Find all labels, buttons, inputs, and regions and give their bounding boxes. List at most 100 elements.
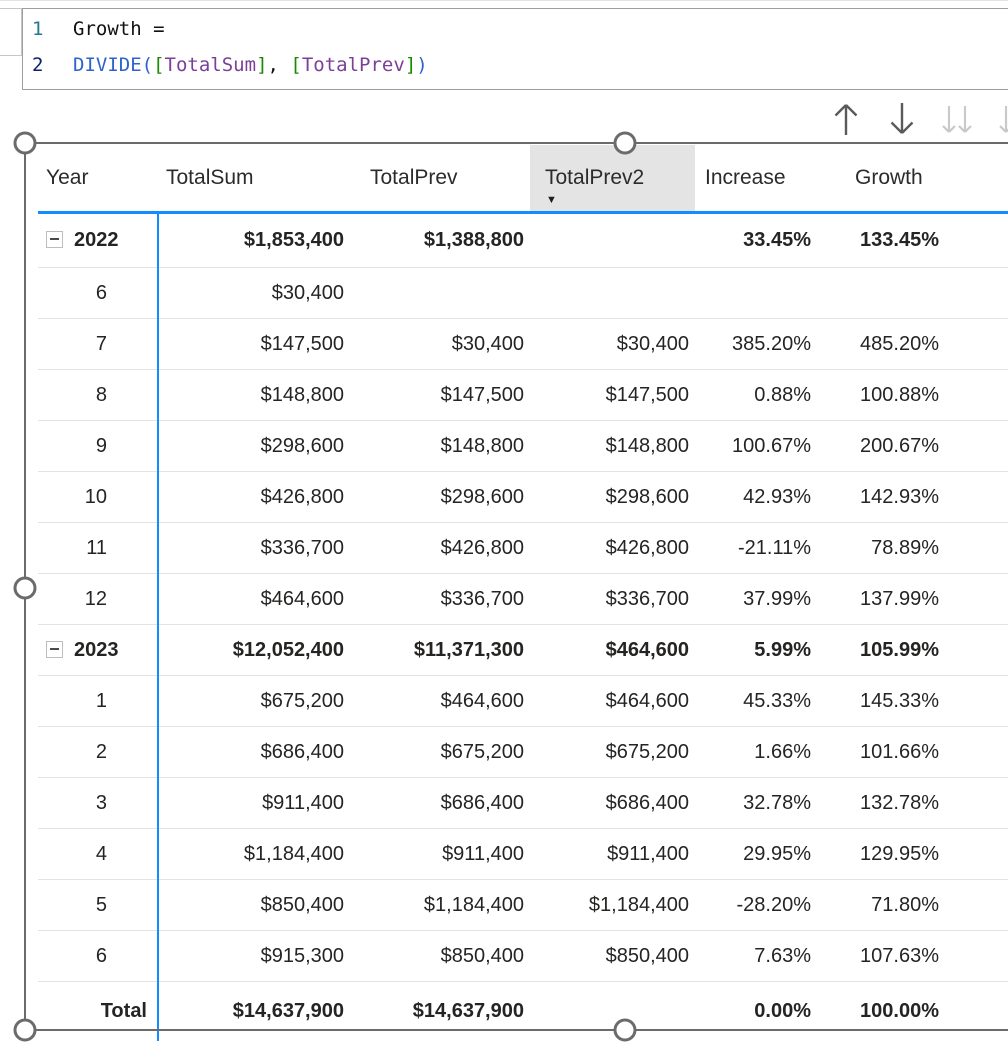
value-cell[interactable]: $148,800 — [530, 420, 695, 472]
value-cell[interactable]: $675,200 — [350, 726, 530, 778]
year-cell[interactable]: 2 — [38, 726, 159, 778]
value-cell[interactable]: 37.99% — [695, 573, 817, 625]
value-cell[interactable]: 101.66% — [817, 726, 945, 778]
year-cell[interactable]: 3 — [38, 777, 159, 829]
value-cell[interactable]: $14,637,900 — [350, 981, 530, 1041]
value-cell[interactable]: $147,500 — [530, 369, 695, 421]
table-row[interactable]: 5 $850,400 $1,184,400 $1,184,400 -28.20% 71.8… — [38, 879, 1008, 931]
collapse-icon[interactable] — [46, 231, 63, 248]
value-cell[interactable]: -21.11% — [695, 522, 817, 574]
value-cell[interactable]: $464,600 — [350, 675, 530, 727]
value-cell[interactable] — [530, 213, 695, 268]
value-cell[interactable]: $1,184,400 — [350, 879, 530, 931]
table-row[interactable]: 6 $30,400 — [38, 267, 1008, 319]
year-cell[interactable]: 11 — [38, 522, 159, 574]
value-cell[interactable]: 78.89% — [817, 522, 945, 574]
value-cell[interactable]: $298,600 — [530, 471, 695, 523]
value-cell[interactable]: 42.93% — [695, 471, 817, 523]
year-cell[interactable]: 2023 — [38, 624, 159, 676]
value-cell[interactable]: $1,853,400 — [243, 229, 344, 251]
value-cell[interactable]: $11,371,300 — [350, 624, 530, 676]
value-cell[interactable]: 142.93% — [817, 471, 945, 523]
value-cell[interactable]: 129.95% — [817, 828, 945, 880]
value-cell[interactable]: $12,052,400 — [158, 624, 350, 676]
year-cell[interactable]: 12 — [38, 573, 159, 625]
value-cell[interactable]: $675,200 — [530, 726, 695, 778]
table-row[interactable]: Total $14,637,900 $14,637,900 0.00% 100.00% — [38, 981, 1008, 1041]
table-row[interactable]: 4 $1,184,400 $911,400 $911,400 29.95% 129.95% — [38, 828, 1008, 880]
value-cell[interactable]: 105.99% — [817, 624, 945, 676]
value-cell[interactable]: $298,600 — [158, 420, 350, 472]
matrix-visual[interactable]: Year TotalSum TotalPrev TotalPrev2 ▼ Increase… — [27, 145, 1008, 1041]
value-cell[interactable]: $1,184,400 — [530, 879, 695, 931]
expand-all-down-icon[interactable] — [995, 98, 1008, 140]
year-cell[interactable]: 5 — [38, 879, 159, 931]
value-cell[interactable]: $1,184,400 — [158, 828, 350, 880]
column-header-totalprev2[interactable]: TotalPrev2 ▼ — [530, 145, 695, 214]
selection-handle-top-left[interactable] — [13, 131, 37, 155]
year-cell[interactable]: 4 — [38, 828, 159, 880]
column-header-totalprev[interactable]: TotalPrev — [350, 145, 530, 214]
value-cell[interactable]: $148,800 — [158, 369, 350, 421]
selection-handle-top-middle[interactable] — [613, 131, 637, 155]
drill-down-icon[interactable] — [886, 98, 918, 140]
value-cell[interactable]: 132.78% — [817, 777, 945, 829]
value-cell[interactable] — [530, 981, 695, 1041]
table-row[interactable]: 6 $915,300 $850,400 $850,400 7.63% 107.63% — [38, 930, 1008, 982]
table-row[interactable]: 11 $336,700 $426,800 $426,800 -21.11% 78.89% — [38, 522, 1008, 574]
value-cell[interactable]: $147,500 — [350, 369, 530, 421]
value-cell[interactable]: $686,400 — [530, 777, 695, 829]
value-cell[interactable]: 1.66% — [695, 726, 817, 778]
value-cell[interactable]: 71.80% — [817, 879, 945, 931]
value-cell[interactable] — [530, 267, 695, 319]
selection-handle-bottom-left[interactable] — [13, 1018, 37, 1042]
value-cell[interactable]: $850,400 — [158, 879, 350, 931]
value-cell[interactable]: $298,600 — [350, 471, 530, 523]
year-cell[interactable]: 10 — [38, 471, 159, 523]
value-cell[interactable]: $464,600 — [530, 675, 695, 727]
value-cell[interactable]: $30,400 — [530, 318, 695, 370]
column-header-totalsum[interactable]: TotalSum — [158, 145, 350, 214]
table-row[interactable]: 2022 $1,853,400 $1,388,800 33.45% 133.45% — [38, 212, 1008, 268]
value-cell[interactable]: 100.88% — [817, 369, 945, 421]
value-cell[interactable]: 385.20% — [695, 318, 817, 370]
value-cell[interactable]: 45.33% — [695, 675, 817, 727]
table-row[interactable]: 1 $675,200 $464,600 $464,600 45.33% 145.33% — [38, 675, 1008, 727]
value-cell[interactable]: $464,600 — [530, 624, 695, 676]
value-cell[interactable]: $336,700 — [158, 522, 350, 574]
table-row[interactable]: 3 $911,400 $686,400 $686,400 32.78% 132.78% — [38, 777, 1008, 829]
value-cell[interactable]: $147,500 — [158, 318, 350, 370]
value-cell[interactable]: $426,800 — [350, 522, 530, 574]
drill-up-icon[interactable] — [830, 98, 862, 140]
value-cell[interactable]: 32.78% — [695, 777, 817, 829]
formula-line[interactable]: 2 DIVIDE([TotalSum], [TotalPrev]) — [23, 47, 1008, 83]
year-cell[interactable]: 1 — [38, 675, 159, 727]
dax-formula-editor[interactable]: 1 Growth = 2 DIVIDE([TotalSum], [TotalPrev]… — [22, 8, 1008, 90]
value-cell[interactable]: $911,400 — [350, 828, 530, 880]
value-cell[interactable]: -28.20% — [695, 879, 817, 931]
table-row[interactable]: 8 $148,800 $147,500 $147,500 0.88% 100.88% — [38, 369, 1008, 421]
value-cell[interactable]: 200.67% — [817, 420, 945, 472]
value-cell[interactable] — [350, 267, 530, 319]
value-cell[interactable]: 0.88% — [695, 369, 817, 421]
table-row[interactable]: 2023 $12,052,400 $11,371,300 $464,600 5.99% 1… — [38, 624, 1008, 676]
value-cell[interactable]: $915,300 — [158, 930, 350, 982]
year-cell[interactable]: 2022 — [38, 212, 159, 268]
value-cell[interactable] — [695, 267, 817, 319]
year-cell[interactable]: Total — [38, 981, 159, 1041]
value-cell[interactable]: $14,637,900 — [158, 981, 350, 1041]
value-cell[interactable]: 100.00% — [817, 981, 945, 1041]
table-row[interactable]: 2 $686,400 $675,200 $675,200 1.66% 101.66% — [38, 726, 1008, 778]
value-cell[interactable]: $148,800 — [350, 420, 530, 472]
value-cell[interactable]: 485.20% — [817, 318, 945, 370]
value-cell[interactable]: $675,200 — [158, 675, 350, 727]
column-header-increase[interactable]: Increase — [695, 145, 817, 214]
value-cell[interactable]: $464,600 — [158, 573, 350, 625]
value-cell[interactable]: 0.00% — [695, 981, 817, 1041]
year-cell[interactable]: 6 — [38, 930, 159, 982]
value-cell[interactable]: 33.45% — [743, 229, 811, 251]
column-header-growth[interactable]: Growth — [817, 145, 945, 214]
value-cell[interactable] — [817, 267, 945, 319]
value-cell[interactable]: 137.99% — [817, 573, 945, 625]
selection-handle-bottom-middle[interactable] — [613, 1018, 637, 1042]
